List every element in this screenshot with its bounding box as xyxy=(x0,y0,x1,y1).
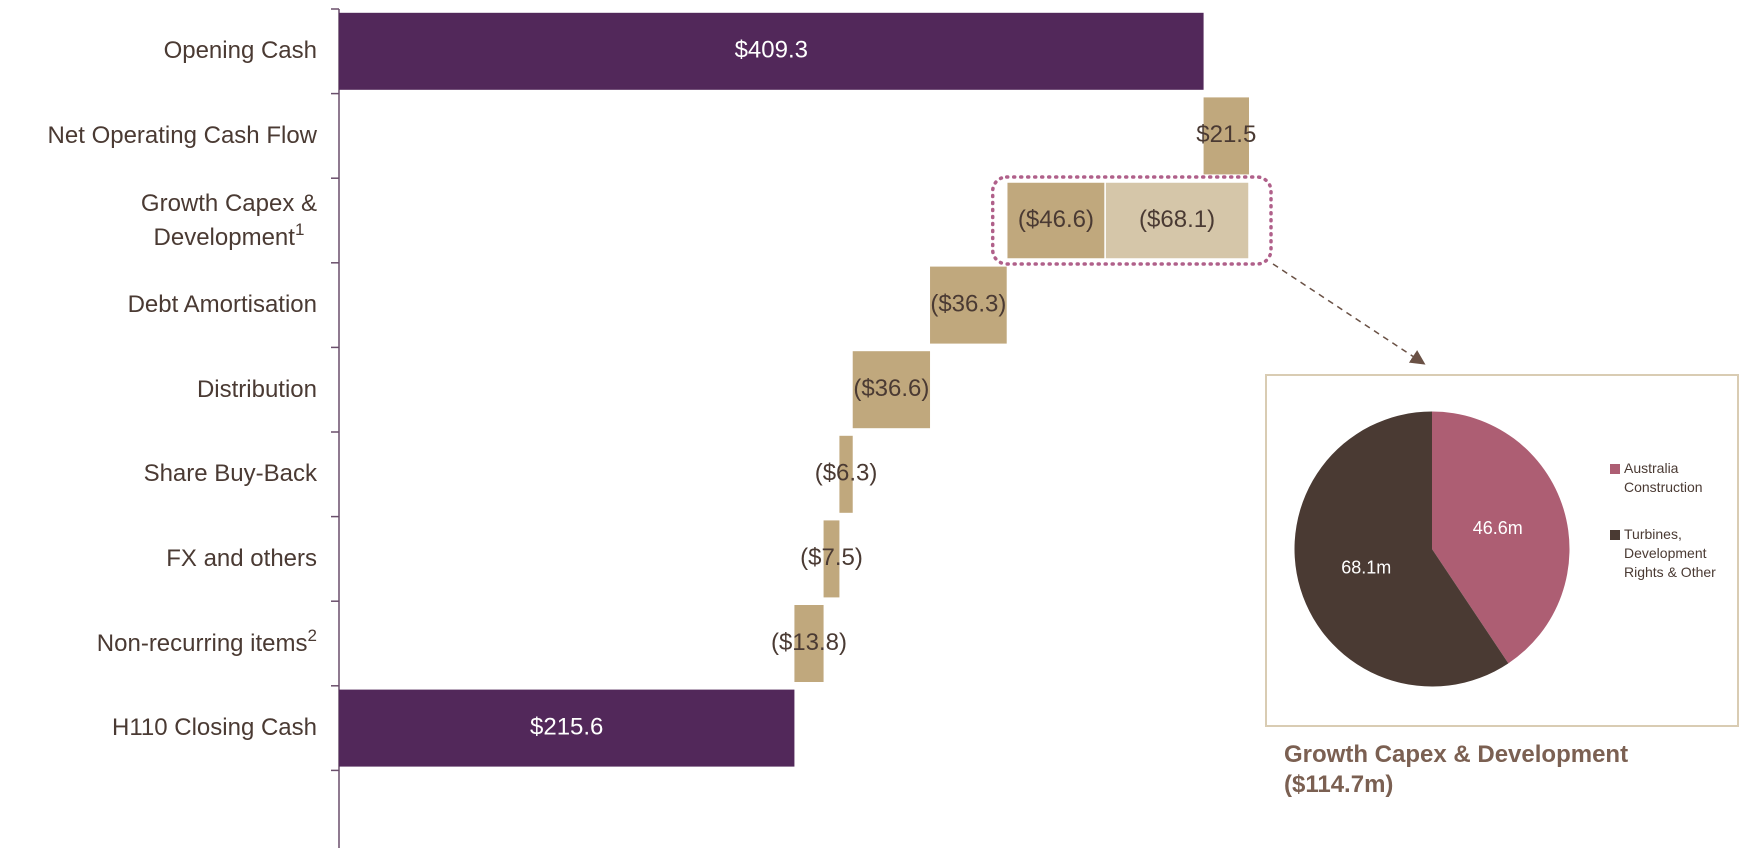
category-label: Growth Capex & Development1 xyxy=(141,187,317,255)
value-label: $215.6 xyxy=(530,713,603,740)
pie-slice xyxy=(1432,411,1570,664)
value-label: ($36.6) xyxy=(853,375,929,402)
category-label: Non-recurring items2 xyxy=(97,627,317,661)
value-label: ($7.5) xyxy=(800,544,863,571)
value-label: ($68.1) xyxy=(1139,206,1215,233)
value-label: ($13.8) xyxy=(771,629,847,656)
change-bar xyxy=(930,266,1007,344)
legend-swatch xyxy=(1610,464,1620,474)
category-label: Opening Cash xyxy=(164,34,317,68)
callout-arrow xyxy=(1272,263,1426,365)
segment-bar xyxy=(1104,181,1250,260)
legend-swatch xyxy=(1610,530,1620,540)
category-text: Distribution xyxy=(196,375,317,403)
pie-frame xyxy=(1265,374,1739,727)
slice-label: 46.6m xyxy=(1473,518,1523,538)
change-bar xyxy=(852,351,931,429)
pie-title: Growth Capex & Development ($114.7m) xyxy=(1284,741,1629,798)
total-bar xyxy=(339,689,795,767)
category-label: Share Buy-Back xyxy=(144,457,317,491)
category-label: Debt Amortisation xyxy=(128,288,317,322)
change-bar xyxy=(794,605,824,682)
total-bar xyxy=(339,12,1204,90)
category-label: FX and others xyxy=(166,542,317,576)
category-label: H110 Closing Cash xyxy=(112,711,317,745)
category-text: Share Buy-Back xyxy=(143,460,317,488)
legend-label: Turbines, Development Rights & Other xyxy=(1624,526,1716,580)
category-text: Debt Amortisation xyxy=(127,291,317,319)
category-text: Opening Cash xyxy=(163,37,317,65)
category-text: Net Operating Cash Flow xyxy=(47,121,317,149)
category-label: Distribution xyxy=(197,373,317,407)
value-label: $21.5 xyxy=(1196,121,1256,148)
category-text: Non-recurring items xyxy=(96,629,308,657)
slice-label: 68.1m xyxy=(1341,558,1391,578)
category-text: H110 Closing Cash xyxy=(112,714,317,742)
category-label: Net Operating Cash Flow xyxy=(48,119,317,153)
category-text: Growth Capex & Development xyxy=(140,189,317,251)
highlight-box xyxy=(990,175,1273,266)
segment-bar xyxy=(1005,181,1106,260)
change-bar xyxy=(839,435,853,513)
value-label: ($36.3) xyxy=(930,290,1006,317)
change-bar xyxy=(823,520,840,598)
footnote-mark: 1 xyxy=(294,219,305,239)
pie-slice xyxy=(1294,411,1509,687)
legend-label: Australia Construction xyxy=(1624,460,1703,495)
change-bar xyxy=(1203,97,1249,175)
category-text: FX and others xyxy=(166,544,317,572)
footnote-mark: 2 xyxy=(307,625,317,645)
value-label: ($46.6) xyxy=(1018,206,1094,233)
value-label: $409.3 xyxy=(735,37,808,64)
value-label: ($6.3) xyxy=(815,460,878,487)
